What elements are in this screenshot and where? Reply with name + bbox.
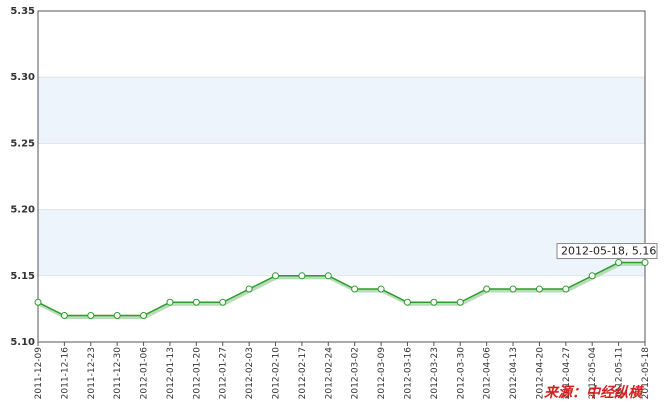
x-tick-label: 2011-12-09 [34, 347, 44, 400]
band [38, 209, 645, 276]
marker [430, 298, 438, 306]
tooltip: 2012-05-18, 5.16 [561, 245, 656, 258]
marker [245, 285, 253, 293]
tooltip-box [556, 243, 658, 260]
y-tick-label: 5.15 [10, 271, 35, 282]
marker [140, 312, 148, 320]
marker [272, 272, 280, 280]
marker [351, 285, 359, 293]
marker [509, 285, 517, 293]
marker [298, 272, 306, 280]
marker [456, 298, 464, 306]
marker [483, 285, 491, 293]
marker [34, 298, 42, 306]
y-tick-label: 5.35 [10, 6, 35, 17]
marker [219, 298, 227, 306]
x-tick-label: 2012-02-10 [272, 347, 282, 400]
plot-frame [37, 10, 646, 343]
x-tick-label: 2012-05-18 [641, 347, 651, 400]
x-tick-label: 2012-02-24 [324, 347, 334, 400]
marker [60, 312, 68, 320]
x-tick-label: 2012-05-11 [615, 347, 625, 399]
x-tick-label: 2012-01-20 [192, 347, 202, 400]
marker [377, 285, 385, 293]
x-tick-label: 2012-03-23 [430, 347, 440, 399]
marker [403, 298, 411, 306]
marker [324, 272, 332, 280]
x-tick-label: 2011-12-16 [60, 347, 70, 400]
marker [113, 312, 121, 320]
marker [641, 259, 649, 267]
x-tick-label: 2012-04-06 [483, 347, 493, 400]
x-tick-label: 2012-02-03 [245, 347, 255, 399]
marker [535, 285, 543, 293]
y-tick-label: 5.30 [10, 72, 35, 83]
band [38, 77, 645, 144]
x-tick-label: 2012-03-09 [377, 347, 387, 400]
x-tick-label: 2011-12-23 [87, 347, 97, 399]
y-tick-label: 5.25 [10, 138, 35, 149]
x-tick-label: 2012-03-30 [456, 347, 466, 400]
x-tick-label: 2012-05-04 [588, 347, 598, 400]
line-shadow [38, 263, 646, 320]
x-tick-label: 2011-12-30 [113, 347, 123, 400]
x-tick-label: 2012-04-27 [562, 347, 572, 399]
x-tick-label: 2012-02-17 [298, 347, 308, 399]
x-tick-label: 2012-01-13 [166, 347, 176, 399]
x-tick-label: 2012-04-20 [535, 347, 545, 400]
x-tick-label: 2012-03-02 [351, 347, 361, 399]
y-tick-label: 5.20 [10, 205, 35, 216]
marker [615, 259, 623, 267]
marker [166, 298, 174, 306]
y-tick-label: 5.10 [10, 337, 35, 348]
x-tick-label: 2012-01-06 [140, 347, 150, 400]
line [37, 261, 645, 317]
x-tick-label: 2012-03-16 [403, 347, 413, 400]
x-tick-label: 2012-01-27 [219, 347, 229, 399]
x-tick-label: 2012-04-13 [509, 347, 519, 399]
marker [87, 312, 95, 320]
marker [562, 285, 570, 293]
source: 来源：中经纵横 [544, 384, 645, 401]
marker [192, 298, 200, 306]
marker [588, 272, 596, 280]
